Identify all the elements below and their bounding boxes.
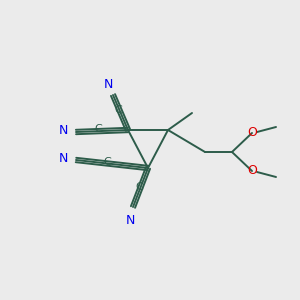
Text: O: O xyxy=(247,127,257,140)
Text: N: N xyxy=(58,124,68,136)
Text: C: C xyxy=(114,105,122,115)
Text: O: O xyxy=(247,164,257,178)
Text: C: C xyxy=(94,124,102,134)
Text: N: N xyxy=(58,152,68,164)
Text: C: C xyxy=(135,182,143,192)
Text: N: N xyxy=(125,214,135,226)
Text: C: C xyxy=(103,157,111,167)
Text: N: N xyxy=(103,77,113,91)
